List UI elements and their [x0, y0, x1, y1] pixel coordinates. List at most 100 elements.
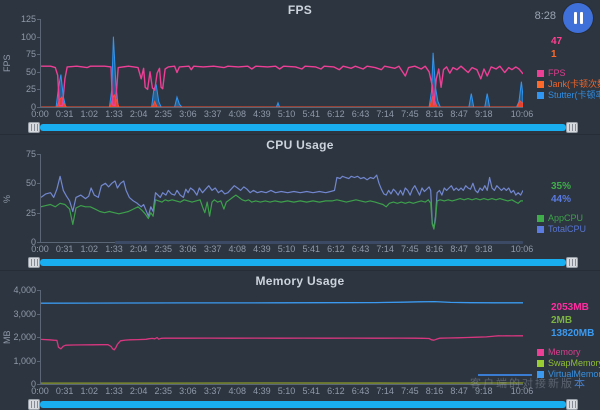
x-tick-label: 6:12 [327, 386, 345, 396]
x-tick-label: 8:47 [450, 244, 468, 254]
cpu-chart-title: CPU Usage [266, 138, 334, 152]
x-tick-label: 7:14 [376, 244, 394, 254]
watermark-underline [478, 374, 532, 376]
chart-baseline-scrollbar[interactable] [114, 241, 523, 244]
x-tick-label: 8:16 [425, 386, 444, 396]
x-tick-label: 5:10 [277, 244, 296, 254]
legend-item: AppCPU [537, 213, 600, 224]
elapsed-time: 8:28 [534, 10, 556, 22]
legend-swatch-icon [537, 371, 544, 378]
x-tick-label: 5:10 [277, 109, 296, 119]
x-tick-label: 3:37 [203, 386, 222, 396]
cpu-y-axis-label: % [2, 194, 12, 203]
current-value: 47 [551, 36, 563, 47]
legend-item: Jank(卡顿次数) [537, 79, 600, 90]
y-tick-label: 50 [26, 67, 41, 77]
legend-item: FPS [537, 68, 600, 79]
x-tick-label: 5:41 [302, 386, 320, 396]
slider-track[interactable] [40, 123, 566, 131]
cpu-panel: CPU Usage % 0 25 50 75 35% 44% AppCPU TotalCP… [0, 134, 600, 270]
cpu-range-slider[interactable] [28, 256, 578, 268]
x-tick-label: 1:02 [80, 244, 99, 254]
fps-x-axis-ticks: 0:00 0:31 1:02 1:33 2:04 2:35 3:06 3:37 4:08 4:39… [31, 108, 533, 120]
legend-label: SwapMemory [548, 358, 600, 368]
slider-track[interactable] [40, 400, 566, 408]
current-value: 1 [551, 49, 557, 60]
y-tick-label: 75 [26, 149, 41, 159]
x-tick-label: 4:08 [228, 244, 247, 254]
slider-right-handle[interactable] [566, 398, 578, 410]
current-value: 35% [551, 181, 572, 192]
memory-x-axis-ticks: 0:00 0:31 1:02 1:33 2:04 2:35 3:06 3:37 4:08 4:39… [31, 385, 533, 397]
x-tick-label: 8:16 [425, 244, 444, 254]
x-tick-label: 7:45 [401, 109, 419, 119]
y-tick-label: 50 [26, 178, 41, 188]
y-tick-label: 25 [26, 208, 41, 218]
x-tick-label: 8:47 [450, 109, 468, 119]
legend-swatch-icon [537, 70, 544, 77]
x-tick-label: 7:45 [401, 244, 419, 254]
legend-label: VirtualMemory [548, 369, 600, 379]
x-tick-label: 4:39 [253, 109, 271, 119]
slider-track[interactable] [40, 258, 566, 266]
y-tick-label: 3,000 [13, 309, 41, 319]
legend-item: SwapMemory [537, 358, 600, 369]
slider-right-handle[interactable] [566, 256, 578, 268]
memory-y-axis-label: MB [2, 330, 12, 345]
x-tick-label: 0:00 [31, 109, 49, 119]
fps-y-axis-ticks: 0 25 50 75 100 125 [14, 14, 41, 112]
x-tick-label: 0:31 [55, 109, 74, 119]
legend-item: Memory [537, 347, 600, 358]
legend-item: TotalCPU [537, 224, 600, 235]
x-tick-label: 9:18 [475, 244, 493, 254]
x-tick-label: 9:18 [475, 109, 493, 119]
slider-right-handle[interactable] [566, 121, 578, 133]
legend-item: VirtualMemory [537, 369, 600, 380]
fps-panel: FPS 8:28 FPS 0 25 50 75 100 125 47 1 FPS Jank(卡… [0, 0, 600, 134]
pause-icon [573, 12, 577, 24]
slider-left-handle[interactable] [28, 398, 40, 410]
memory-chart-plot[interactable] [40, 290, 523, 385]
x-tick-label: 2:04 [129, 109, 148, 119]
current-value: 2053MB [551, 302, 589, 313]
current-value: 2MB [551, 315, 573, 326]
x-tick-label: 0:31 [55, 244, 74, 254]
cpu-chart-plot[interactable] [40, 154, 523, 244]
legend-swatch-icon [537, 92, 544, 99]
y-tick-label: 4,000 [13, 285, 41, 295]
memory-side-column: 2053MB 2MB 13820MB Memory SwapMemory Virtual… [523, 290, 600, 385]
current-value: 13820MB [551, 328, 595, 339]
x-tick-label: 0:00 [31, 244, 49, 254]
memory-chart-title: Memory Usage [255, 274, 345, 288]
y-tick-label: 0 [31, 379, 41, 389]
legend-label: TotalCPU [548, 224, 587, 234]
slider-left-handle[interactable] [28, 121, 40, 133]
legend-swatch-icon [537, 81, 544, 88]
x-tick-label: 7:14 [376, 109, 394, 119]
legend-label: Stutter(卡顿率) [548, 90, 600, 100]
fps-chart-plot[interactable] [40, 19, 523, 108]
cpu-y-axis-ticks: 0 25 50 75 [14, 149, 41, 247]
fps-current-values: 47 1 [537, 35, 600, 61]
slider-left-handle[interactable] [28, 256, 40, 268]
fps-y-axis-label: FPS [2, 54, 12, 73]
x-tick-label: 2:35 [154, 109, 173, 119]
y-tick-label: 0 [31, 237, 41, 247]
fps-range-slider[interactable] [28, 121, 578, 133]
memory-range-slider[interactable] [28, 398, 578, 410]
x-tick-label: 9:18 [475, 386, 493, 396]
x-tick-label: 4:08 [228, 109, 247, 119]
pause-button[interactable] [563, 3, 593, 33]
legend-swatch-icon [537, 226, 544, 233]
legend-label: AppCPU [548, 213, 584, 223]
cpu-side-column: 35% 44% AppCPU TotalCPU [523, 154, 600, 243]
memory-panel: Memory Usage MB 0 1,000 2,000 3,000 4,000 20… [0, 270, 600, 410]
x-tick-label: 3:37 [203, 109, 222, 119]
x-tick-label: 3:06 [179, 244, 197, 254]
legend-swatch-icon [537, 215, 544, 222]
x-tick-label: 0:00 [31, 386, 49, 396]
y-tick-label: 25 [26, 84, 41, 94]
cpu-x-axis-ticks: 0:00 0:31 1:02 1:33 2:04 2:35 3:06 3:37 4:08 4:39… [31, 243, 533, 255]
x-tick-label: 6:43 [351, 244, 370, 254]
